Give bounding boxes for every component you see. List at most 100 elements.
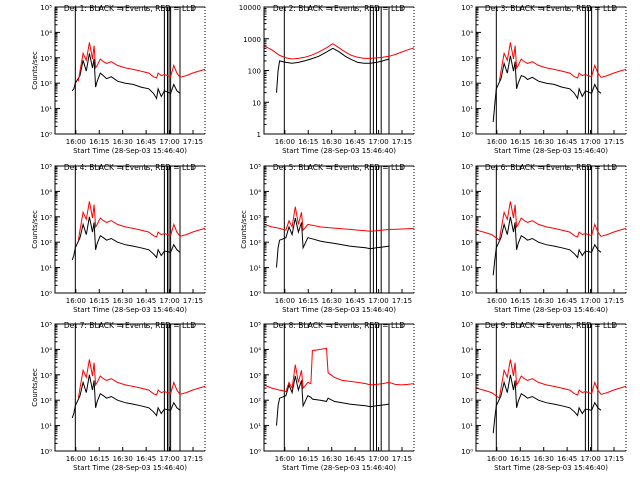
y-tick-label: 10²: [40, 80, 52, 88]
y-tick-label: 10⁰: [249, 290, 261, 298]
y-tick-label: 10⁵: [40, 4, 52, 12]
y-tick-label: 10⁵: [249, 321, 261, 329]
x-tick-label: 17:15: [183, 455, 203, 463]
x-tick-label: 16:00: [66, 138, 86, 146]
x-tick-label: 16:30: [322, 138, 342, 146]
axis-frame: [54, 6, 205, 135]
y-tick-label: 10²: [461, 80, 473, 88]
y-tick-label: 10⁰: [40, 448, 52, 456]
panel-title: Det 2: BLACK = Events, RED = LLD: [273, 4, 405, 13]
x-axis-label: Start Time (28-Sep-03 15:46:40): [282, 464, 396, 472]
y-tick-label: 10¹: [40, 423, 52, 431]
x-tick-label: 17:00: [159, 138, 179, 146]
x-tick-label: 16:45: [557, 455, 577, 463]
x-axis-label: Start Time (28-Sep-03 15:46:40): [73, 464, 187, 472]
x-tick-label: 16:45: [345, 138, 365, 146]
x-tick-label: 16:00: [487, 297, 507, 305]
y-axis-label: Counts/sec: [31, 368, 39, 407]
y-tick-label: 10³: [40, 372, 52, 380]
x-axis-label: Start Time (28-Sep-03 15:46:40): [282, 306, 396, 314]
y-tick-label: 10¹: [40, 106, 52, 114]
x-tick-label: 16:00: [275, 455, 295, 463]
y-tick-label: 1: [257, 131, 261, 139]
panel-title: Det 8: BLACK = Events, RED = LLD: [273, 321, 405, 330]
x-tick-label: 17:00: [368, 455, 388, 463]
y-tick-label: 10⁵: [461, 321, 473, 329]
y-tick-label: 10¹: [40, 265, 52, 273]
x-tick-label: 17:00: [159, 455, 179, 463]
lld-series-line: [77, 42, 205, 82]
lld-series-line: [77, 359, 205, 399]
x-axis-label: Start Time (28-Sep-03 15:46:40): [73, 306, 187, 314]
x-axis-label: Start Time (28-Sep-03 15:46:40): [73, 147, 187, 155]
y-tick-label: 10³: [461, 214, 473, 222]
axis-frame: [263, 323, 414, 452]
x-tick-label: 16:30: [534, 297, 554, 305]
lld-series-line: [264, 206, 414, 232]
axis-frame: [54, 165, 205, 294]
y-tick-label: 10⁴: [40, 188, 52, 196]
y-tick-label: 10⁴: [40, 29, 52, 37]
x-tick-label: 16:30: [534, 455, 554, 463]
x-tick-label: 17:00: [580, 297, 600, 305]
y-tick-label: 10⁴: [249, 346, 261, 354]
x-tick-label: 17:15: [183, 297, 203, 305]
x-tick-label: 16:45: [136, 138, 156, 146]
x-tick-label: 16:45: [136, 455, 156, 463]
y-tick-label: 10⁵: [461, 163, 473, 171]
x-tick-label: 16:45: [136, 297, 156, 305]
x-tick-label: 17:15: [604, 138, 624, 146]
y-tick-label: 10²: [461, 397, 473, 405]
plot-area: [264, 324, 414, 451]
axis-frame: [475, 6, 626, 135]
x-tick-label: 16:45: [345, 297, 365, 305]
x-tick-label: 16:15: [89, 138, 109, 146]
y-tick-label: 10¹: [461, 265, 473, 273]
lld-series-line: [476, 201, 626, 242]
events-series-line: [71, 216, 181, 261]
detector-panel-2: 1 10 100 1000 10000 16:00 16:15 16:30 16:45 17:00…: [239, 4, 415, 155]
x-axis-label: Start Time (28-Sep-03 15:46:40): [494, 147, 608, 155]
events-series-line: [276, 217, 390, 268]
x-tick-label: 17:15: [604, 455, 624, 463]
y-tick-label: 10²: [461, 239, 473, 247]
y-tick-label: 10³: [249, 372, 261, 380]
plot-area: [476, 324, 626, 451]
x-tick-label: 16:00: [66, 455, 86, 463]
y-tick-label: 10⁴: [461, 29, 473, 37]
x-tick-label: 16:45: [557, 297, 577, 305]
plot-area: [71, 7, 205, 134]
x-tick-label: 16:45: [557, 138, 577, 146]
x-tick-label: 16:00: [275, 297, 295, 305]
events-series-line: [276, 375, 390, 426]
x-tick-label: 16:00: [66, 297, 86, 305]
lld-series-line: [476, 359, 626, 400]
x-tick-label: 16:30: [322, 455, 342, 463]
x-tick-label: 16:30: [322, 297, 342, 305]
plot-area: [476, 166, 626, 293]
plot-area: [71, 324, 205, 451]
y-tick-label: 10¹: [461, 423, 473, 431]
y-axis-label: Counts/sec: [240, 210, 248, 249]
x-tick-label: 17:15: [392, 297, 412, 305]
events-series-line: [71, 53, 181, 100]
y-tick-label: 10⁰: [40, 131, 52, 139]
x-tick-label: 17:15: [392, 455, 412, 463]
panel-title: Det 5: BLACK = Events, RED = LLD: [273, 163, 405, 172]
x-axis-label: Start Time (28-Sep-03 15:46:40): [494, 464, 608, 472]
x-tick-label: 17:00: [580, 455, 600, 463]
panel-title: Det 1: BLACK = Events, RED = LLD: [64, 4, 196, 13]
x-tick-label: 16:15: [298, 297, 318, 305]
y-tick-label: 10⁰: [461, 290, 473, 298]
y-tick-label: 10³: [461, 372, 473, 380]
plot-area: [264, 7, 414, 134]
lld-series-line: [264, 43, 414, 60]
y-tick-label: 10⁵: [461, 4, 473, 12]
plot-area: [264, 166, 414, 293]
y-tick-label: 10⁴: [249, 188, 261, 196]
